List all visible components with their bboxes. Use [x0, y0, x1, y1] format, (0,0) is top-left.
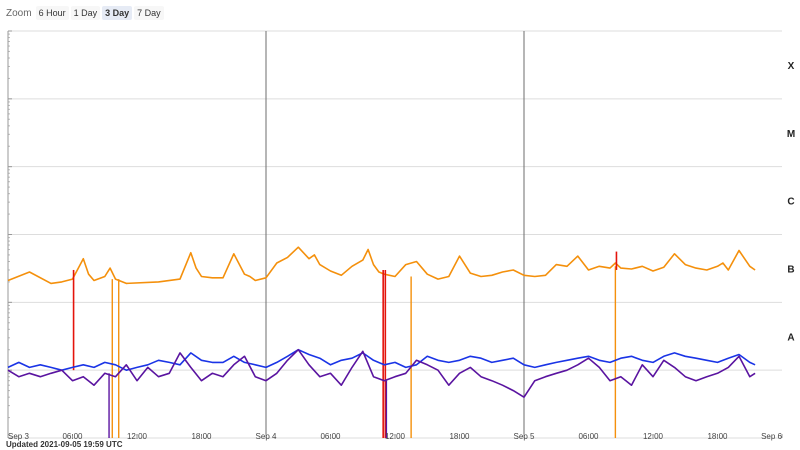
zoom-6-hour-button[interactable]: 6 Hour — [35, 6, 69, 20]
zoom-3-day-button[interactable]: 3 Day — [102, 6, 133, 20]
axis-layer: A B C M X Sep 3 06:00 12:00 18:00 Sep 4 06:00 12:00… — [7, 61, 795, 441]
x-tick-label: 18:00 — [449, 432, 470, 441]
x-tick-label: Sep 5 — [514, 432, 535, 441]
flux-class-label: B — [787, 264, 794, 275]
series-1 — [72, 251, 618, 438]
series-line — [7, 348, 756, 371]
x-tick-label: Sep 4 — [256, 432, 277, 441]
series-2 — [7, 348, 756, 371]
x-tick-label: 18:00 — [707, 432, 728, 441]
x-tick-label: 06:00 — [320, 432, 341, 441]
series-layer — [7, 246, 756, 438]
x-tick-label: 06:00 — [62, 432, 83, 441]
zoom-label: Zoom — [6, 7, 32, 19]
x-tick-label: 12:00 — [643, 432, 664, 441]
zoom-toolbar: Zoom 6 Hour 1 Day 3 Day 7 Day — [6, 5, 166, 21]
x-tick-label: 18:00 — [191, 432, 212, 441]
series-line — [7, 348, 756, 398]
x-tick-label: Sep 6 — [761, 432, 782, 441]
flux-class-label: A — [787, 332, 794, 343]
flux-class-label: M — [787, 129, 795, 140]
flux-class-label: C — [787, 197, 794, 208]
zoom-1-day-button[interactable]: 1 Day — [70, 6, 101, 20]
series-3 — [7, 348, 756, 438]
x-tick-label: 06:00 — [578, 432, 599, 441]
flux-class-label: X — [788, 61, 795, 72]
series-0 — [7, 246, 756, 438]
x-tick-label: Sep 3 — [8, 432, 29, 441]
zoom-7-day-button[interactable]: 7 Day — [134, 6, 164, 20]
updated-timestamp: Updated 2021-09-05 19:59 UTC — [6, 440, 123, 449]
x-tick-label: 12:00 — [127, 432, 148, 441]
x-tick-label: 12:00 — [385, 432, 406, 441]
series-line — [7, 246, 756, 285]
